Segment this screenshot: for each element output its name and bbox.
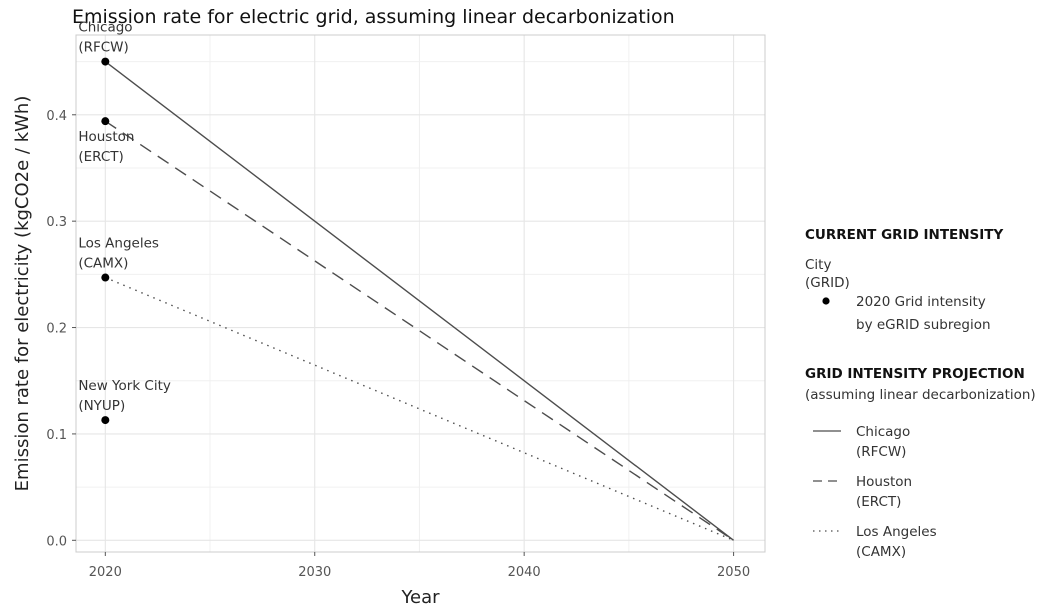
y-tick-label: 0.0 bbox=[46, 534, 67, 549]
legend-current-sub-line1: City bbox=[805, 257, 831, 273]
legend-projection-heading: GRID INTENSITY PROJECTION bbox=[805, 366, 1025, 382]
point-label-new-york-city: New York City bbox=[78, 378, 171, 394]
chart-title: Emission rate for electric grid, assumin… bbox=[72, 6, 675, 28]
point-label-houston: Houston bbox=[78, 129, 134, 145]
legend-label-los-angeles: Los Angeles bbox=[856, 524, 937, 540]
series-line-chicago bbox=[104, 61, 735, 541]
data-point-chicago bbox=[101, 57, 110, 66]
points-layer: Chicago (RFCW) Houston (ERCT) Los Angeles (CA… bbox=[78, 20, 171, 425]
legend-label-houston: Houston bbox=[856, 474, 912, 490]
data-point-los-angeles bbox=[101, 273, 110, 282]
point-label-chicago: Chicago bbox=[78, 20, 132, 36]
legend-label-chicago: Chicago bbox=[856, 424, 910, 440]
plot-panel-border bbox=[75, 34, 766, 553]
x-tick-label: 2030 bbox=[298, 565, 331, 580]
x-tick-label: 2050 bbox=[717, 565, 750, 580]
legend-sublabel-chicago: (RFCW) bbox=[856, 444, 906, 460]
grid-layer bbox=[76, 35, 765, 552]
point-sublabel-chicago: (RFCW) bbox=[78, 40, 128, 56]
y-tick-label: 0.4 bbox=[46, 109, 67, 124]
legend-current-sub-line2: (GRID) bbox=[805, 275, 850, 291]
x-tick-label: 2020 bbox=[89, 565, 122, 580]
data-point-new-york-city bbox=[101, 416, 110, 425]
point-sublabel-new-york-city: (NYUP) bbox=[78, 398, 125, 414]
legend-current-item-line2: by eGRID subregion bbox=[856, 317, 991, 333]
legend: CURRENT GRID INTENSITY City (GRID) 2020 … bbox=[805, 227, 1036, 560]
legend-sublabel-los-angeles: (CAMX) bbox=[856, 544, 906, 560]
legend-sublabel-houston: (ERCT) bbox=[856, 494, 901, 510]
legend-projection-sub: (assuming linear decarbonization) bbox=[805, 387, 1036, 403]
legend-current-heading: CURRENT GRID INTENSITY bbox=[805, 227, 1003, 243]
y-tick-label: 0.2 bbox=[46, 322, 67, 337]
point-sublabel-los-angeles: (CAMX) bbox=[78, 256, 128, 272]
legend-point-key bbox=[822, 297, 830, 305]
y-tick-label: 0.3 bbox=[46, 215, 67, 230]
legend-current-item-line1: 2020 Grid intensity bbox=[856, 294, 986, 310]
data-point-houston bbox=[101, 117, 110, 126]
y-tick-label: 0.1 bbox=[46, 428, 67, 443]
x-axis-title: Year bbox=[400, 587, 440, 608]
ticks-layer: 2020 2030 2040 2050 0.0 0.1 0.2 0.3 0.4 bbox=[46, 109, 750, 580]
y-axis-title: Emission rate for electricity (kgCO2e / … bbox=[12, 96, 33, 492]
point-sublabel-houston: (ERCT) bbox=[78, 149, 123, 165]
x-tick-label: 2040 bbox=[508, 565, 541, 580]
point-label-los-angeles: Los Angeles bbox=[78, 236, 159, 252]
series-layer bbox=[104, 61, 735, 541]
